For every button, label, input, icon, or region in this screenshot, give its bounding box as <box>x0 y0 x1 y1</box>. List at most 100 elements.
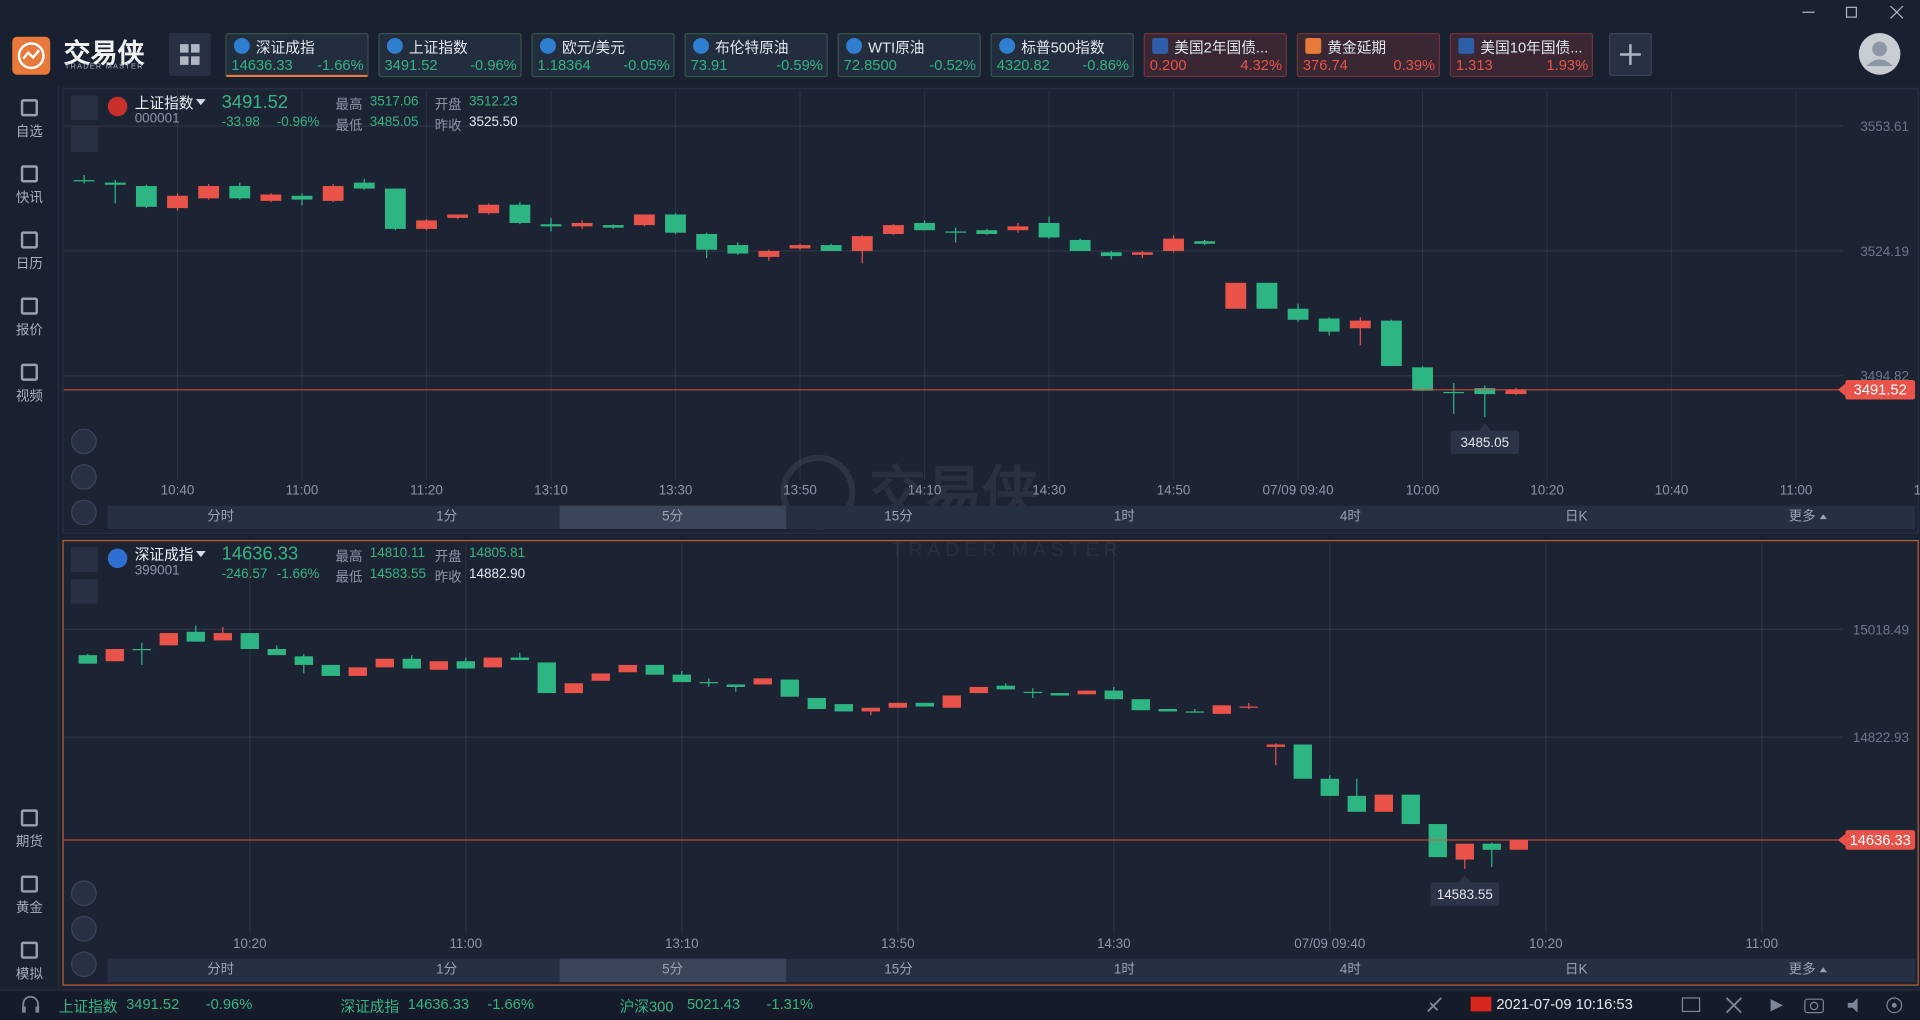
quote-icon <box>1305 37 1322 54</box>
pane-change-pct: -1.66% <box>276 566 320 582</box>
quote-price: 3491.52 <box>384 56 438 74</box>
sidebar-label[interactable]: 快讯 <box>15 191 43 206</box>
interval-tab[interactable]: 5分 <box>559 505 786 529</box>
quote-icon <box>386 37 403 54</box>
stat-value: 3512.23 <box>468 94 518 109</box>
quote-icon <box>233 37 250 54</box>
pane-price: 14636.33 <box>221 543 299 565</box>
sidebar-icon[interactable] <box>20 165 38 183</box>
quote-name: 美国10年国债... <box>1480 39 1583 57</box>
quote-price: 14636.33 <box>231 56 293 74</box>
sidebar-label[interactable]: 黄金 <box>15 901 43 916</box>
sidebar-icon[interactable] <box>20 363 38 381</box>
interval-tab[interactable]: 更多 <box>1788 962 1816 978</box>
interval-tab[interactable]: 日K <box>1564 962 1588 978</box>
expand-pane-button[interactable] <box>71 579 98 604</box>
status-index-name[interactable]: 沪深300 <box>619 997 674 1016</box>
grid-icon <box>180 44 200 65</box>
logo-glyph <box>17 42 45 70</box>
sidebar-icon[interactable] <box>20 99 38 117</box>
link-icon[interactable] <box>1423 993 1447 1017</box>
quote-tile[interactable] <box>225 33 369 78</box>
stat-value: 14805.81 <box>468 546 526 561</box>
quote-icon <box>540 37 556 54</box>
status-index-price: 3491.52 <box>126 995 180 1013</box>
interval-tab[interactable]: 5分 <box>559 958 786 983</box>
quote-change: -0.96% <box>470 56 517 74</box>
quote-tile[interactable] <box>378 33 522 78</box>
interval-tab[interactable]: 更多 <box>1788 509 1816 525</box>
chart-tool-button[interactable] <box>71 499 97 526</box>
status-index-name[interactable]: 深证成指 <box>340 997 400 1016</box>
sidebar-label[interactable]: 报价 <box>15 323 43 338</box>
quote-change: -0.05% <box>623 56 670 74</box>
window-controls[interactable] <box>1798 0 1908 24</box>
chart-tool-button[interactable] <box>71 951 97 978</box>
stat-value: 3485.05 <box>369 115 419 130</box>
status-index-name[interactable]: 上证指数 <box>58 997 118 1016</box>
grid-button[interactable] <box>168 33 211 76</box>
pane-change-pct: -0.96% <box>276 115 320 130</box>
quote-change: -0.86% <box>1082 56 1129 74</box>
interval-tab[interactable]: 15分 <box>884 509 913 525</box>
interval-tab[interactable]: 4时 <box>1339 509 1361 525</box>
status-icons[interactable] <box>1660 993 1917 1017</box>
quote-tile[interactable] <box>684 33 828 78</box>
expand-pane-button[interactable] <box>71 127 98 152</box>
close-pane-button[interactable] <box>71 95 98 121</box>
sidebar-label[interactable]: 自选 <box>15 124 43 140</box>
sidebar-icon[interactable] <box>20 297 38 315</box>
sidebar-icon[interactable] <box>20 875 38 893</box>
interval-tab[interactable]: 1时 <box>1113 509 1135 525</box>
chart-tool-button[interactable] <box>71 915 97 942</box>
pane-code: 399001 <box>134 563 180 578</box>
quote-name: WTI原油 <box>868 39 925 57</box>
status-index-change: -1.31% <box>766 995 814 1013</box>
interval-tab[interactable]: 1时 <box>1113 962 1135 978</box>
quote-price: 376.74 <box>1302 56 1348 74</box>
sidebar-label[interactable]: 日历 <box>15 257 43 272</box>
index-icon <box>107 96 128 117</box>
quote-price: 1.313 <box>1455 56 1493 74</box>
sidebar-label[interactable]: 模拟 <box>15 967 43 983</box>
logo-name: 交易侠 <box>63 37 145 69</box>
close-pane-button[interactable] <box>71 547 98 572</box>
interval-tab[interactable]: 1分 <box>436 509 458 525</box>
sidebar-icon[interactable] <box>20 941 38 959</box>
pane-name[interactable]: 上证指数 <box>134 94 194 112</box>
stat-label: 最高 <box>335 549 363 565</box>
quote-tile[interactable] <box>990 33 1134 78</box>
sidebar-icon[interactable] <box>20 809 38 827</box>
stat-value: 14810.11 <box>369 546 425 561</box>
interval-tab[interactable]: 日K <box>1564 509 1588 525</box>
quote-icon <box>846 37 863 54</box>
quote-price: 0.200 <box>1149 56 1187 74</box>
quote-icon <box>1458 37 1475 54</box>
interval-tab[interactable]: 1分 <box>436 962 458 978</box>
chart-tool-button[interactable] <box>71 428 97 455</box>
sidebar-label[interactable]: 视频 <box>15 389 43 405</box>
stat-label: 开盘 <box>434 97 462 113</box>
sidebar-icon[interactable] <box>20 231 38 249</box>
interval-tab[interactable]: 分时 <box>207 509 235 525</box>
interval-tab[interactable]: 4时 <box>1339 962 1361 978</box>
interval-tab[interactable]: 分时 <box>207 962 235 978</box>
pane-name[interactable]: 深证成指 <box>134 546 194 564</box>
quote-name: 上证指数 <box>408 39 468 57</box>
chart-tool-button[interactable] <box>71 464 97 490</box>
quote-change: 0.39% <box>1393 56 1436 74</box>
avatar[interactable] <box>1858 32 1902 76</box>
chart-pane <box>62 540 1919 986</box>
quote-tile[interactable] <box>531 33 675 78</box>
interval-tab[interactable]: 15分 <box>884 962 913 978</box>
chart-tool-button[interactable] <box>71 880 97 907</box>
quote-tile[interactable] <box>837 33 981 78</box>
quote-name: 美国2年国债... <box>1174 39 1269 57</box>
headset-icon[interactable] <box>18 993 42 1017</box>
sidebar-label[interactable]: 期货 <box>15 835 43 850</box>
index-icon <box>107 548 128 569</box>
pane-change: -33.98 <box>221 115 260 130</box>
quote-name: 欧元/美元 <box>562 39 625 57</box>
chart-pane <box>62 88 1919 534</box>
interval-bar <box>107 505 1916 529</box>
